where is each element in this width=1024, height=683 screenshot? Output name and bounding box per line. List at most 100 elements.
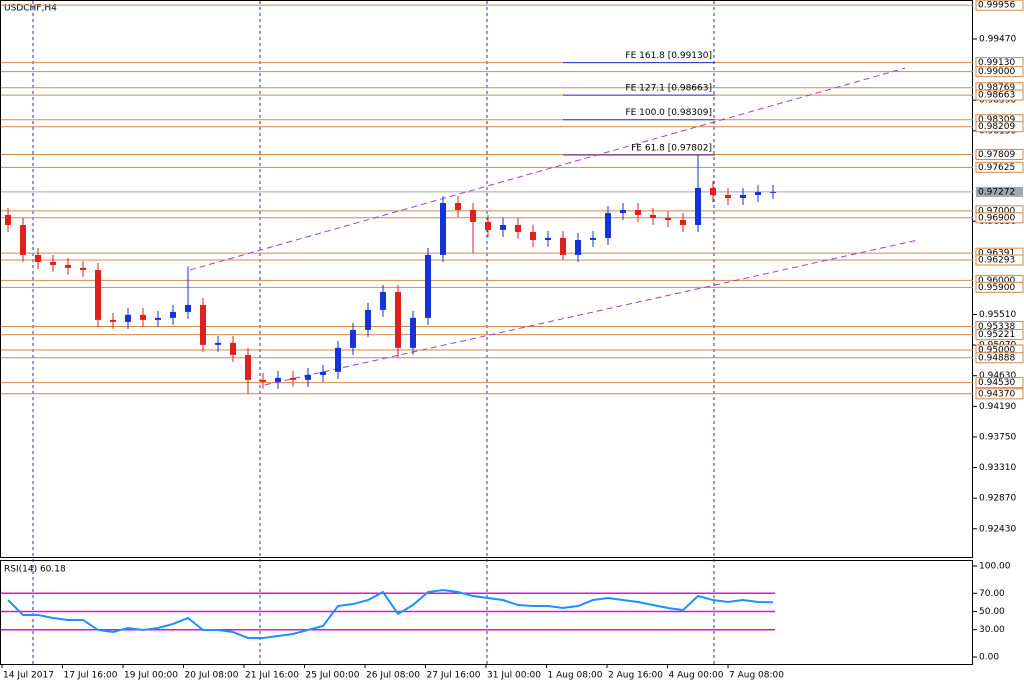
candle-body <box>155 317 161 320</box>
x-tick-label: 25 Jul 00:00 <box>306 671 360 681</box>
level-label-box <box>975 254 1024 266</box>
level-label: 0.95221 <box>978 330 1015 340</box>
level-label-box <box>975 161 1024 173</box>
y-tick-label: 0.99470 <box>979 34 1016 44</box>
candle-body <box>5 214 11 226</box>
candle-body <box>95 269 101 320</box>
level-label-box <box>975 121 1024 133</box>
x-tick-label: 14 Jul 2017 <box>3 671 54 681</box>
candle-body <box>485 221 491 230</box>
x-tick-label: 31 Jul 00:00 <box>487 671 541 681</box>
candle-body <box>770 191 776 193</box>
candle-body <box>245 354 251 380</box>
candle-body <box>695 187 701 226</box>
level-label: 0.96900 <box>978 213 1015 223</box>
candle-body <box>35 254 41 262</box>
candle-body <box>755 192 761 196</box>
level-label: 0.94888 <box>978 353 1015 363</box>
candle-body <box>260 379 266 382</box>
y-tick-label: 50.00 <box>979 607 1005 617</box>
candle-body <box>620 209 626 213</box>
level-label-box <box>975 281 1024 293</box>
fe-label: FE 127.1 [0.98663] <box>625 84 712 94</box>
candle-body <box>500 225 506 230</box>
candle-body <box>200 304 206 345</box>
level-label-box <box>975 149 1024 161</box>
y-tick-label: 0.95510 <box>979 310 1016 320</box>
candle-body <box>125 314 131 322</box>
candle-body <box>320 371 326 375</box>
candle-body <box>290 377 296 380</box>
candle-body <box>635 209 641 215</box>
trend-line <box>264 239 919 386</box>
candle-body <box>470 209 476 222</box>
level-label-box <box>975 89 1024 101</box>
level-label: 0.98309 <box>978 115 1015 125</box>
candle-body <box>455 203 461 210</box>
level-label: 0.97000 <box>978 206 1015 216</box>
fe-label: FE 161.8 [0.99130] <box>625 51 712 61</box>
level-label: 0.97625 <box>978 163 1015 173</box>
level-label-box <box>975 352 1024 364</box>
fe-label: FE 100.0 [0.98309] <box>625 108 712 118</box>
current-price-label: 0.97272 <box>978 187 1015 197</box>
candle-body <box>395 291 401 348</box>
candle-body <box>275 377 281 382</box>
y-tick-label: 0.94630 <box>979 371 1016 381</box>
chart-title: USDCHF,H4 <box>4 4 57 14</box>
level-label: 0.95000 <box>978 345 1015 355</box>
candle-body <box>650 214 656 218</box>
candle-body <box>590 237 596 240</box>
y-tick-label: 0.98590 <box>979 96 1016 106</box>
candle-body <box>740 195 746 199</box>
x-tick-label: 7 Aug 08:00 <box>729 671 784 681</box>
x-tick-label: 20 Jul 08:00 <box>185 671 239 681</box>
candle-body <box>80 267 86 270</box>
x-tick-label: 27 Jul 16:00 <box>427 671 481 681</box>
candle-body <box>665 217 671 220</box>
level-label: 0.94530 <box>978 378 1015 388</box>
y-tick-label: 0.93310 <box>979 463 1016 473</box>
y-tick-label: 70.00 <box>979 589 1005 599</box>
candle-body <box>440 203 446 255</box>
y-tick-label: 100.00 <box>979 562 1011 572</box>
level-label: 0.98209 <box>978 122 1015 132</box>
level-label: 0.94370 <box>978 389 1015 399</box>
y-tick-label: 30.00 <box>979 625 1005 635</box>
x-tick-label: 1 Aug 08:00 <box>548 671 603 681</box>
level-label: 0.96391 <box>978 249 1015 259</box>
candle-body <box>20 225 26 255</box>
level-label: 0.99956 <box>978 1 1015 11</box>
level-label: 0.98769 <box>978 83 1015 93</box>
candle-body <box>305 374 311 380</box>
x-tick-label: 26 Jul 08:00 <box>366 671 420 681</box>
candle-body <box>545 237 551 240</box>
candle-body <box>170 311 176 318</box>
level-label: 0.95900 <box>978 283 1015 293</box>
level-label-box <box>975 0 1024 11</box>
candle-body <box>710 187 716 196</box>
level-label: 0.99000 <box>978 67 1015 77</box>
candle-body <box>65 264 71 268</box>
trend-line <box>189 67 906 271</box>
rsi-panel <box>0 560 973 665</box>
candle-body <box>215 342 221 345</box>
x-tick-label: 19 Jul 00:00 <box>124 671 178 681</box>
y-tick-label: 0.93750 <box>979 432 1016 442</box>
candle-body <box>230 342 236 355</box>
candle-body <box>530 231 536 240</box>
candle-body <box>560 237 566 255</box>
candle-body <box>350 329 356 348</box>
fe-label: FE 61.8 [0.97802] <box>631 144 712 154</box>
candle-body <box>380 291 386 310</box>
y-tick-label: 0.94190 <box>979 402 1016 412</box>
level-label: 0.96293 <box>978 256 1015 266</box>
candle-body <box>425 254 431 318</box>
level-label: 0.99130 <box>978 58 1015 68</box>
candle-body <box>515 225 521 232</box>
candle-body <box>335 347 341 372</box>
level-label: 0.97809 <box>978 150 1015 160</box>
x-tick-label: 21 Jul 16:00 <box>245 671 299 681</box>
